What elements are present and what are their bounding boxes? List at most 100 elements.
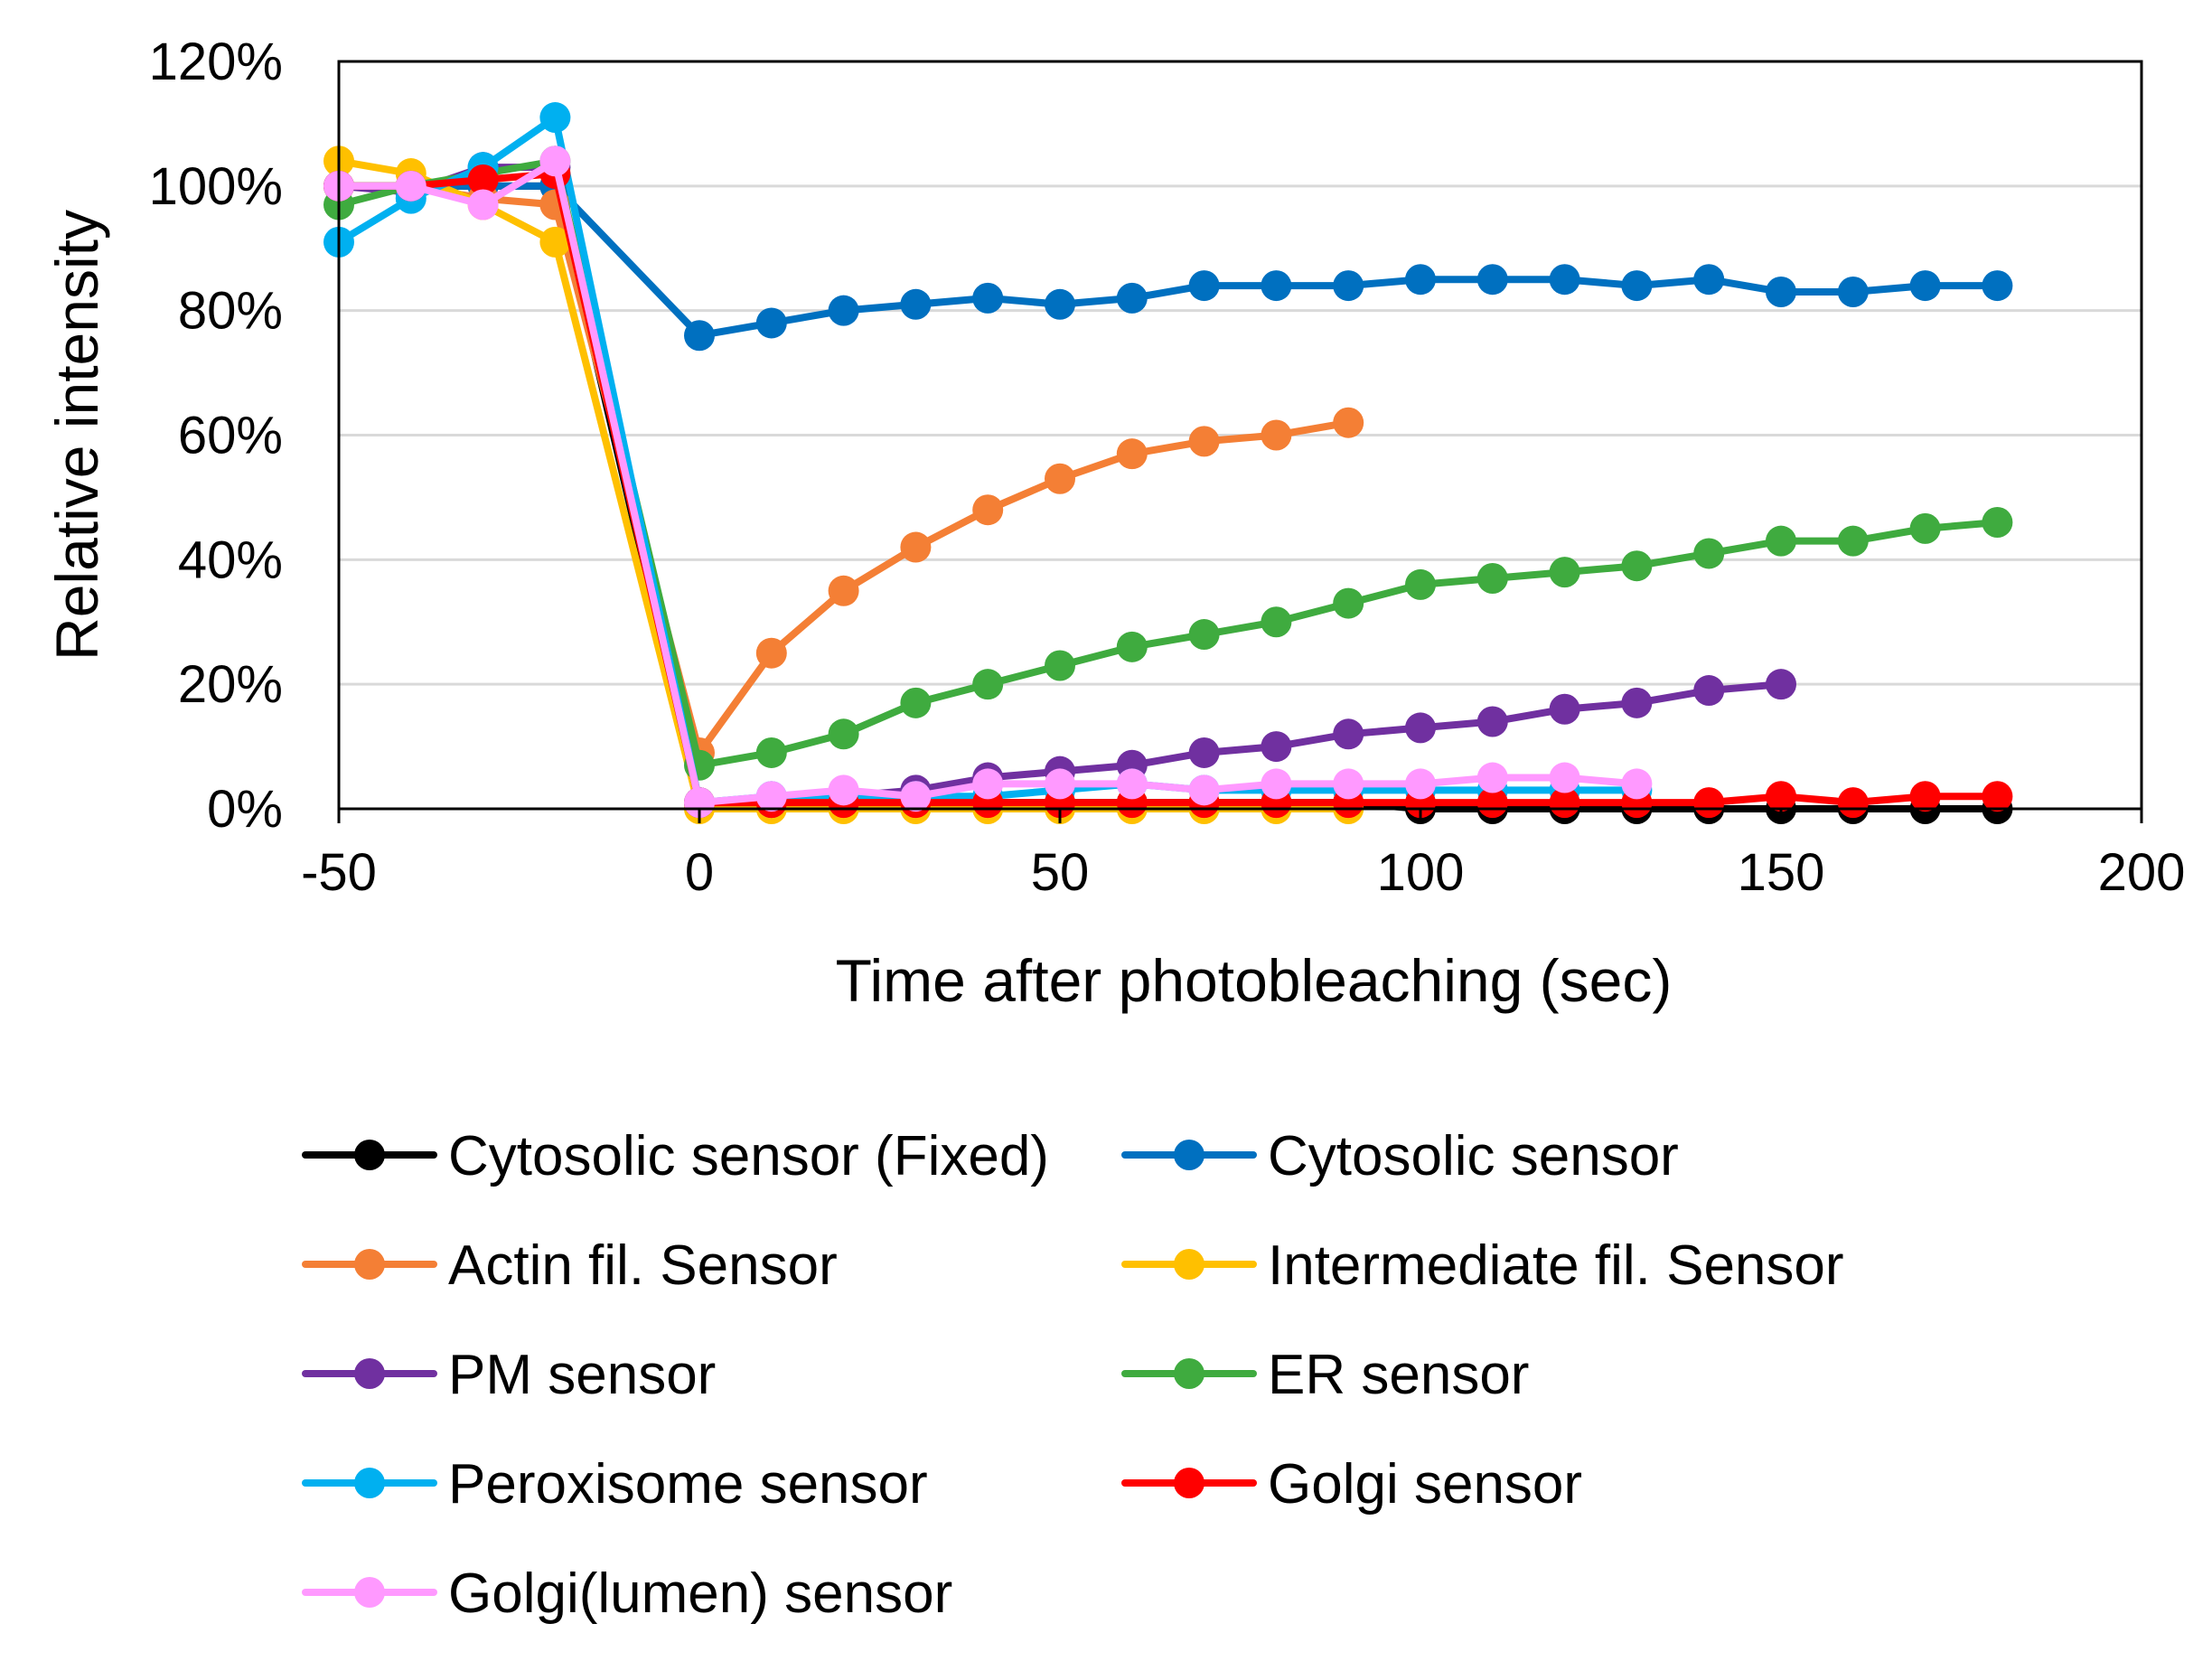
legend-swatch-marker — [1174, 1468, 1204, 1498]
y-tick-label: 120% — [149, 33, 283, 91]
data-point — [1766, 781, 1796, 812]
data-point — [1045, 463, 1075, 494]
data-point — [828, 575, 859, 606]
data-point — [1476, 706, 1508, 737]
data-point — [972, 768, 1004, 800]
data-point — [1188, 619, 1220, 651]
y-tick-label: 0% — [207, 780, 283, 839]
legend-swatch-marker — [1174, 1249, 1204, 1280]
data-point — [1116, 768, 1148, 800]
data-point — [1116, 438, 1148, 470]
x-tick-label: 100 — [1377, 843, 1465, 902]
data-point — [1116, 282, 1148, 314]
data-point — [1837, 276, 1869, 307]
data-point — [684, 787, 715, 819]
data-point — [1693, 264, 1725, 296]
legend-label: Golgi sensor — [1268, 1453, 1582, 1516]
data-point — [828, 295, 859, 326]
data-point — [1333, 270, 1364, 302]
data-point — [1261, 270, 1292, 302]
legend-label: Cytosolic sensor — [1268, 1125, 1679, 1187]
legend-item: Peroxisome sensor — [302, 1453, 928, 1516]
data-point — [467, 189, 499, 221]
data-point — [1982, 506, 2013, 538]
data-point — [1405, 568, 1436, 600]
data-point — [1045, 650, 1075, 681]
data-point — [1476, 787, 1508, 819]
legend: Cytosolic sensor (Fixed) Cytosolic sensor… — [302, 1125, 1844, 1625]
data-point — [1549, 787, 1580, 819]
data-point — [467, 164, 499, 195]
data-point — [1909, 781, 1941, 812]
data-point — [1045, 288, 1075, 320]
data-point — [1982, 781, 2013, 812]
y-tick-label: 80% — [178, 282, 283, 341]
data-point — [828, 774, 859, 806]
data-point — [1261, 419, 1292, 451]
data-point — [1766, 276, 1796, 307]
data-point — [395, 170, 426, 202]
data-point — [900, 531, 932, 563]
legend-item: Golgi(lumen) sensor — [302, 1562, 952, 1625]
data-point — [1188, 270, 1220, 302]
data-point — [1333, 407, 1364, 438]
data-point — [972, 669, 1004, 700]
data-point — [684, 320, 715, 352]
legend-swatch-marker — [354, 1577, 385, 1608]
data-point — [1476, 563, 1508, 595]
legend-label: PM sensor — [448, 1344, 716, 1406]
series-peroxisome-sensor — [323, 102, 1653, 819]
data-point — [1693, 787, 1725, 819]
data-point — [1476, 762, 1508, 793]
data-point — [900, 781, 932, 812]
y-tick-label: 40% — [178, 530, 283, 589]
legend-item: PM sensor — [302, 1344, 716, 1406]
data-point — [1982, 270, 2013, 302]
series-line — [335, 114, 1641, 807]
x-tick-label: 200 — [2098, 843, 2186, 902]
data-point — [755, 737, 787, 768]
data-point — [539, 102, 571, 134]
data-point — [900, 687, 932, 718]
x-axis-title: Time after photobleaching (sec) — [836, 947, 1673, 1014]
data-point — [1333, 768, 1364, 800]
series-actin-fil-sensor — [323, 170, 1364, 768]
data-point — [1405, 264, 1436, 296]
series-golgi-lumen-sensor — [323, 145, 1653, 819]
legend-item: ER sensor — [1121, 1344, 1529, 1406]
data-point — [1693, 538, 1725, 569]
legend-swatch-marker — [354, 1140, 385, 1170]
y-tick-label: 20% — [178, 655, 283, 714]
data-point — [1549, 264, 1580, 296]
data-point — [1621, 270, 1653, 302]
data-point — [1045, 768, 1075, 800]
data-point — [755, 637, 787, 669]
legend-item: Golgi sensor — [1121, 1453, 1582, 1516]
data-point — [1333, 718, 1364, 750]
data-point — [755, 307, 787, 339]
data-point — [1766, 669, 1796, 700]
y-tick-label: 100% — [149, 157, 283, 216]
data-point — [539, 226, 571, 258]
series-line — [335, 182, 1353, 756]
legend-item: Cytosolic sensor — [1121, 1125, 1679, 1187]
data-point — [1909, 512, 1941, 544]
data-point — [1405, 712, 1436, 744]
y-axis-title: Relative intensity — [43, 210, 110, 661]
legend-item: Actin fil. Sensor — [302, 1234, 838, 1297]
legend-label: ER sensor — [1268, 1344, 1529, 1406]
legend-swatch-marker — [354, 1358, 385, 1389]
data-point — [1549, 693, 1580, 725]
legend-label: Actin fil. Sensor — [448, 1234, 838, 1297]
y-axis-ticks: 0% 20% 40% 60% 80% 100% 120% — [149, 33, 283, 839]
legend-label: Intermediate fil. Sensor — [1268, 1234, 1844, 1297]
data-point — [1621, 550, 1653, 582]
series-line — [335, 157, 1353, 812]
data-point — [1116, 631, 1148, 662]
data-point — [900, 288, 932, 320]
data-point — [755, 781, 787, 812]
data-point — [1476, 264, 1508, 296]
legend-item: Intermediate fil. Sensor — [1121, 1234, 1844, 1297]
